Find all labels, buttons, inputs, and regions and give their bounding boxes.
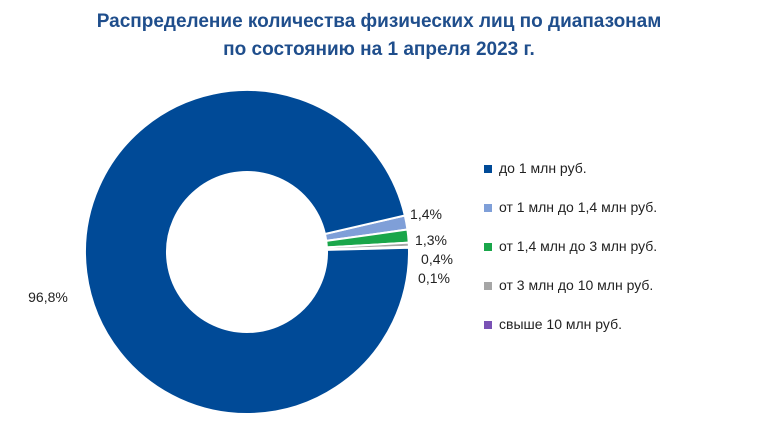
legend-swatch (484, 321, 492, 329)
slice-data-label: 0,1% (418, 270, 450, 286)
slice-data-label: 1,3% (415, 232, 447, 248)
legend-label: от 3 млн до 10 млн руб. (499, 277, 654, 293)
chart-title-line-2: по состоянию на 1 апреля 2023 г. (223, 39, 535, 60)
chart-title-line-1: Распределение количества физических лиц … (96, 11, 662, 32)
slice-data-label: 0,4% (421, 251, 453, 267)
slice-data-label: 1,4% (410, 206, 442, 222)
legend-item: свыше 10 млн руб. (484, 316, 657, 355)
chart-legend: до 1 млн руб. от 1 млн до 1,4 млн руб. о… (484, 160, 657, 355)
legend-swatch (484, 165, 492, 173)
legend-item: до 1 млн руб. (484, 160, 657, 199)
legend-swatch (484, 204, 492, 212)
legend-item: от 1,4 млн до 3 млн руб. (484, 238, 657, 277)
legend-item: от 3 млн до 10 млн руб. (484, 277, 657, 316)
slice-data-label: 96,8% (28, 289, 68, 305)
chart-title: Распределение количества физических лиц … (0, 8, 758, 64)
legend-label: от 1 млн до 1,4 млн руб. (499, 199, 658, 215)
legend-swatch (484, 282, 492, 290)
legend-item: от 1 млн до 1,4 млн руб. (484, 199, 657, 238)
legend-swatch (484, 243, 492, 251)
legend-label: до 1 млн руб. (499, 160, 587, 176)
donut-slice (84, 89, 410, 415)
legend-label: свыше 10 млн руб. (499, 316, 622, 332)
legend-label: от 1,4 млн до 3 млн руб. (499, 238, 658, 254)
